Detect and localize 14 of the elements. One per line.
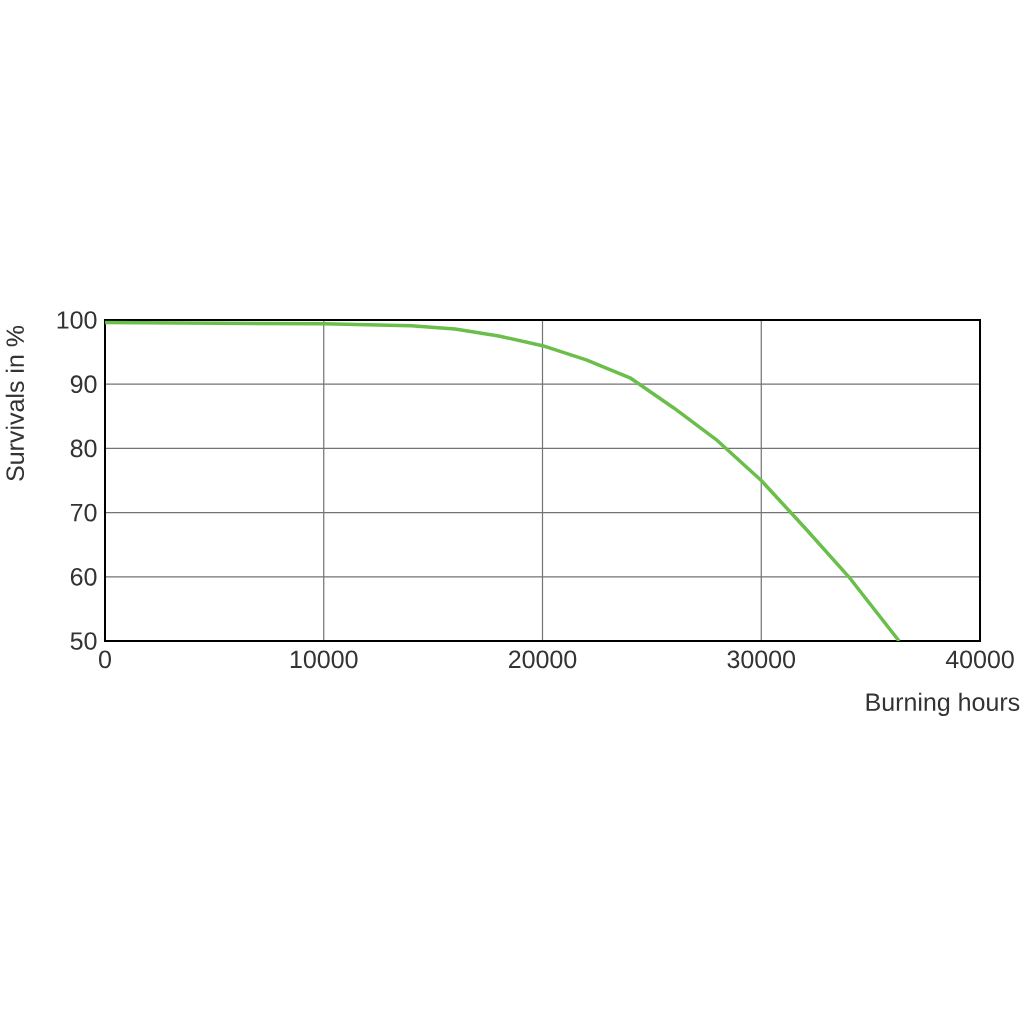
x-tick-label: 10000 xyxy=(290,650,358,669)
x-axis-title: Burning hours xyxy=(866,692,1020,716)
x-tick-label: 40000 xyxy=(945,650,1014,669)
y-tick-label: 100 xyxy=(57,311,97,329)
y-tick-label: 90 xyxy=(70,375,97,394)
y-tick-label: 70 xyxy=(70,503,97,522)
y-tick-label: 50 xyxy=(70,632,97,650)
y-tick-label: 60 xyxy=(70,567,97,586)
y-axis-title: Survivals in % xyxy=(5,325,25,481)
line-series xyxy=(105,320,901,641)
y-tick-label: 80 xyxy=(70,439,97,458)
x-tick-label: 0 xyxy=(99,650,111,669)
x-tick-label: 30000 xyxy=(727,650,796,669)
x-tick-label: 20000 xyxy=(509,650,577,669)
